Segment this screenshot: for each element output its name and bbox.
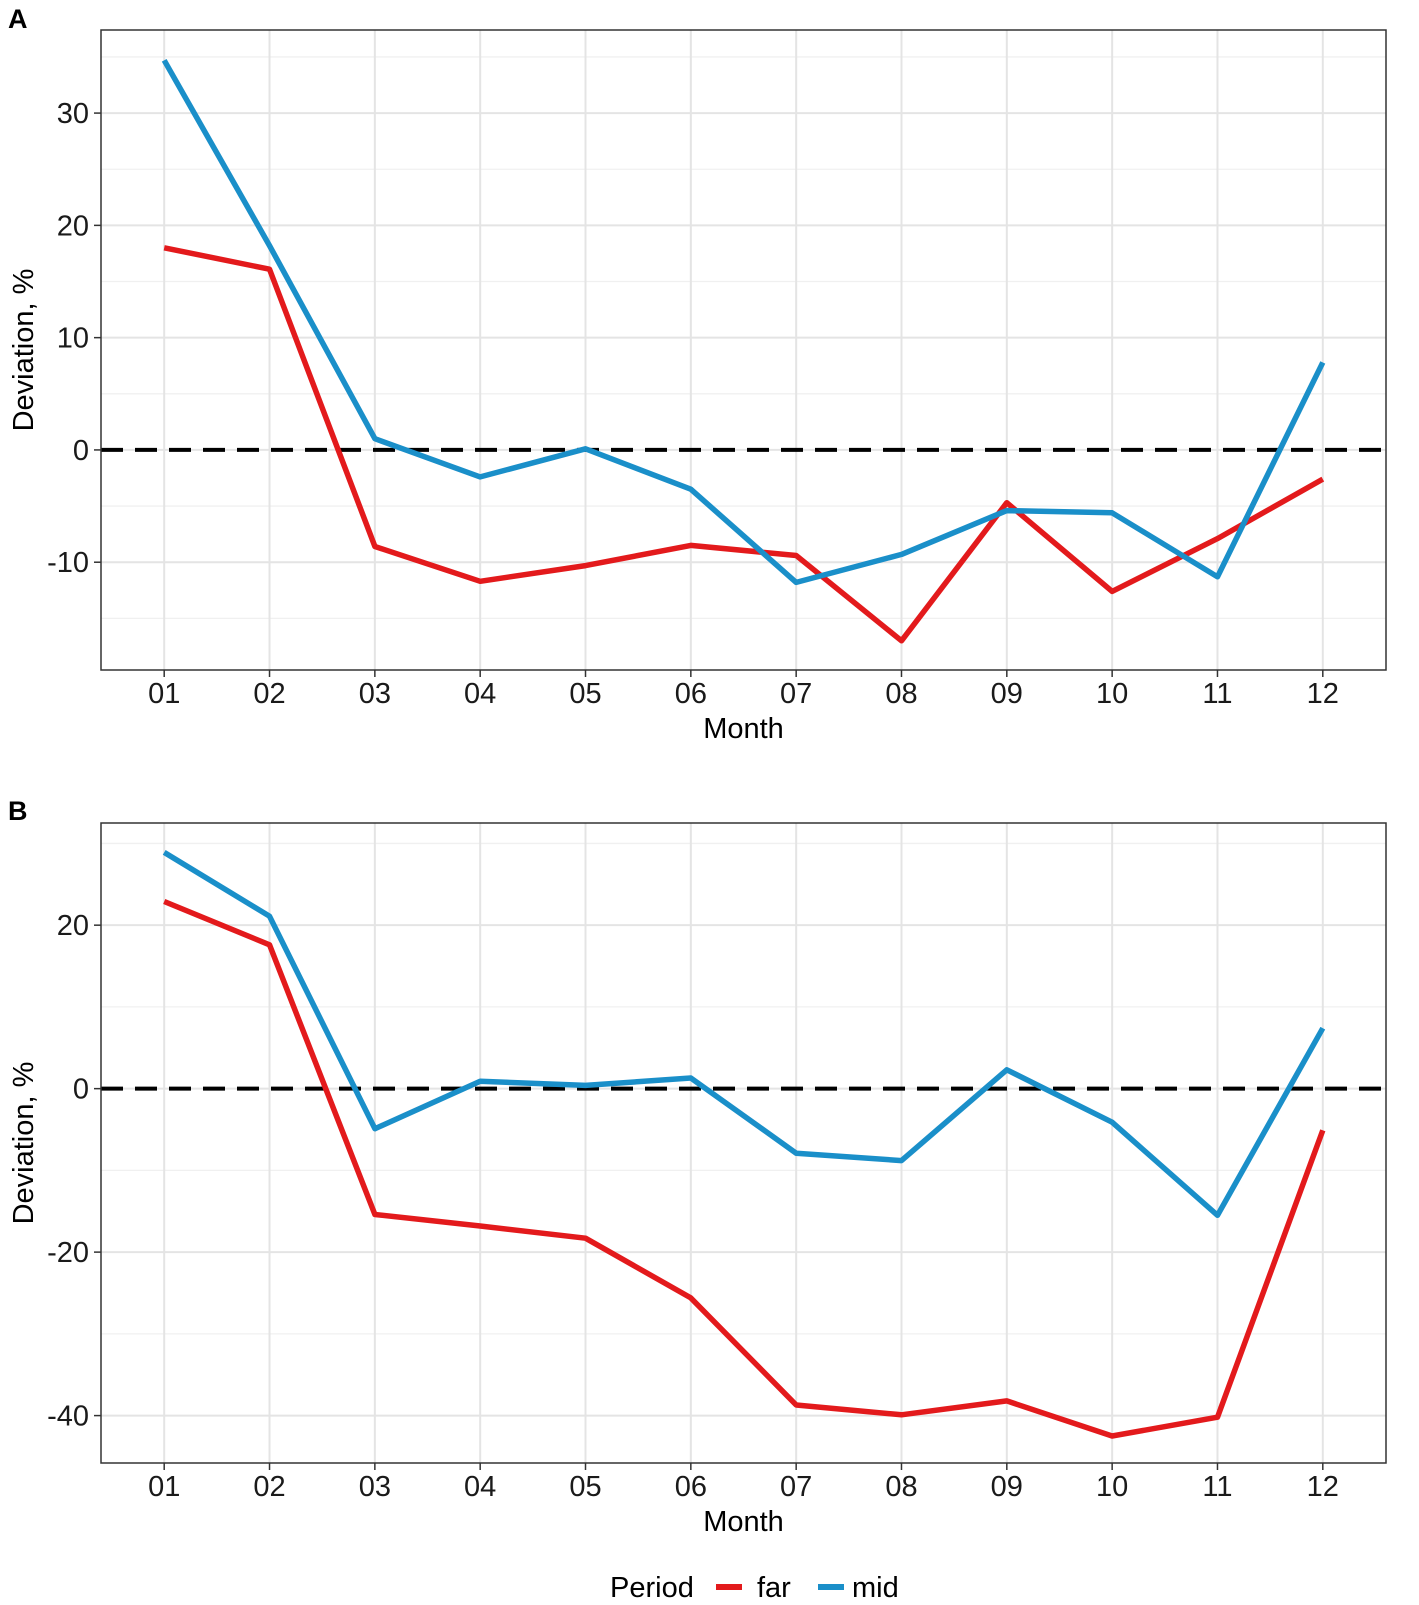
- panel-a-y-tick-label: 20: [57, 210, 89, 242]
- panel-a-border: [100, 29, 1387, 671]
- panel-b: B -40 -20 0 20 01 02 03 04 05 06 07 08 09 10 11 12 Month…: [8, 796, 1387, 1538]
- panel-b-x-tick-label: 10: [1096, 1471, 1128, 1503]
- panel-b-y-tick-label: -20: [47, 1237, 89, 1269]
- panel-a-label: A: [8, 4, 28, 34]
- panel-a-x-tick-label: 01: [148, 678, 180, 710]
- panel-b-series-mid-line: [162, 850, 1326, 1219]
- panel-a-y-tick-label: 10: [57, 323, 89, 355]
- panel-a-x-axis-title: Month: [703, 713, 784, 745]
- panel-a-x-tick-label: 11: [1202, 678, 1232, 710]
- panel-a-x-tick-label: 03: [359, 678, 391, 710]
- panel-b-y-tick-label: -40: [47, 1401, 89, 1433]
- panel-b-x-tick-label: 05: [569, 1471, 601, 1503]
- panel-b-y-tick-label: 20: [57, 910, 89, 942]
- panel-b-x-tick-label: 11: [1202, 1471, 1232, 1503]
- panel-b-plot-area: [101, 823, 1386, 1463]
- panel-a: A -10 0 10 20 30 01 02 03 04 05 06 07 08 09 10 11 12 Mont…: [8, 4, 1387, 745]
- panel-a-x-tick-label: 06: [675, 678, 707, 710]
- panel-b-border: [100, 822, 1387, 1464]
- panel-a-x-tick-label: 12: [1307, 678, 1339, 710]
- panel-a-series-far-line: [163, 245, 1325, 644]
- panel-a-x-tick-label: 08: [885, 678, 917, 710]
- panel-b-x-tick-label: 07: [780, 1471, 812, 1503]
- panel-b-x-tick-label: 06: [675, 1471, 707, 1503]
- panel-a-x-tick-label: 04: [464, 678, 496, 710]
- panel-b-x-tick-label: 02: [253, 1471, 285, 1503]
- panel-a-plot-area: [101, 30, 1386, 670]
- panel-b-y-axis-title: Deviation, %: [8, 1062, 40, 1225]
- legend: Period far mid: [610, 1572, 899, 1604]
- panel-b-series-far-line: [163, 898, 1326, 1439]
- panel-a-y-axis-title: Deviation, %: [8, 269, 40, 432]
- panel-b-x-tick-label: 09: [991, 1471, 1023, 1503]
- panel-a-x-tick-label: 02: [253, 678, 285, 710]
- panel-a-y-tick-label: 0: [73, 435, 89, 467]
- panel-b-x-tick-label: 04: [464, 1471, 496, 1503]
- panel-a-series-mid-line: [161, 58, 1326, 586]
- panel-b-x-axis-title: Month: [703, 1506, 784, 1538]
- panel-b-x-tick-label: 08: [885, 1471, 917, 1503]
- panel-b-x-tick-label: 03: [359, 1471, 391, 1503]
- panel-b-label: B: [8, 796, 28, 826]
- panel-a-x-tick-label: 05: [569, 678, 601, 710]
- panel-b-x-tick-label: 12: [1307, 1471, 1339, 1503]
- legend-label-far: far: [757, 1572, 791, 1604]
- panel-a-x-tick-label: 09: [991, 678, 1023, 710]
- panel-a-x-tick-label: 07: [780, 678, 812, 710]
- panel-a-x-tick-label: 10: [1096, 678, 1128, 710]
- panel-a-y-tick-label: 30: [57, 98, 89, 130]
- panel-a-y-tick-label: -10: [47, 547, 89, 579]
- panel-b-x-tick-label: 01: [148, 1471, 180, 1503]
- panel-b-y-tick-label: 0: [73, 1074, 89, 1106]
- legend-label-mid: mid: [852, 1572, 899, 1604]
- legend-title: Period: [610, 1572, 694, 1604]
